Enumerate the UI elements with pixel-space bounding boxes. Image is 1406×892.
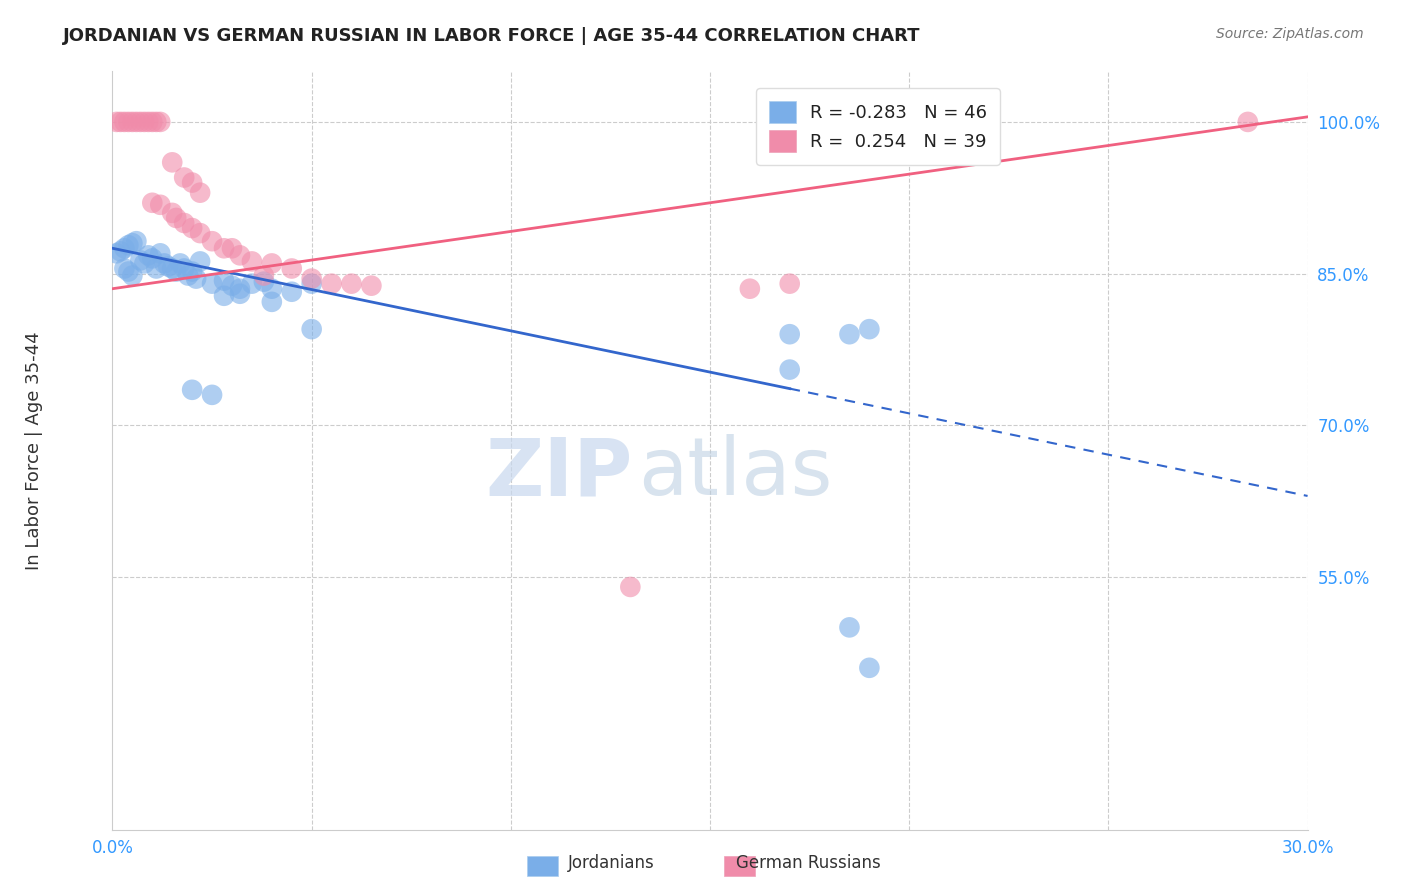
Point <box>173 216 195 230</box>
Point <box>301 277 323 291</box>
Point <box>121 236 143 251</box>
Point <box>162 261 183 276</box>
Point <box>186 271 208 285</box>
Point <box>738 282 761 296</box>
Point <box>301 322 323 336</box>
Point <box>858 661 880 675</box>
Point <box>838 620 860 634</box>
Text: atlas: atlas <box>638 434 832 512</box>
Point <box>240 277 263 291</box>
Point <box>134 115 156 129</box>
Point <box>149 115 172 129</box>
Point <box>188 254 211 268</box>
Text: JORDANIAN VS GERMAN RUSSIAN IN LABOR FORCE | AGE 35-44 CORRELATION CHART: JORDANIAN VS GERMAN RUSSIAN IN LABOR FOR… <box>63 27 921 45</box>
Point <box>229 248 252 262</box>
Point <box>125 115 148 129</box>
Point <box>858 322 880 336</box>
Point <box>619 580 641 594</box>
Point <box>181 264 204 278</box>
Point <box>165 211 187 225</box>
Point <box>114 115 135 129</box>
Point <box>181 221 204 235</box>
Point <box>212 289 235 303</box>
Point <box>181 383 204 397</box>
Point <box>212 274 235 288</box>
Bar <box>527 856 558 876</box>
Point <box>121 115 143 129</box>
Point <box>281 285 304 299</box>
Point <box>229 286 252 301</box>
Point <box>221 241 243 255</box>
Point <box>838 327 860 342</box>
Point <box>173 170 195 185</box>
Text: German Russians: German Russians <box>737 855 880 872</box>
Point <box>141 115 163 129</box>
Point <box>177 268 200 283</box>
Point <box>114 261 135 276</box>
Point <box>779 277 801 291</box>
Text: ZIP: ZIP <box>485 434 633 512</box>
Point <box>779 327 801 342</box>
Point <box>221 278 243 293</box>
Y-axis label: In Labor Force | Age 35-44: In Labor Force | Age 35-44 <box>25 331 44 570</box>
Point <box>165 264 187 278</box>
Point <box>173 261 195 276</box>
Text: Jordanians: Jordanians <box>568 855 655 872</box>
Point <box>1237 115 1260 129</box>
Point <box>121 268 143 283</box>
Point <box>149 198 172 212</box>
Point <box>201 388 224 402</box>
Point <box>125 234 148 248</box>
Point <box>134 256 156 270</box>
Point <box>162 206 183 220</box>
Point <box>105 246 128 260</box>
Point <box>321 277 343 291</box>
Point <box>145 261 167 276</box>
Point <box>141 252 163 266</box>
Point <box>162 155 183 169</box>
Point <box>260 256 283 270</box>
Point <box>260 282 283 296</box>
Point <box>105 115 128 129</box>
Point <box>138 248 160 262</box>
Bar <box>724 856 755 876</box>
Point <box>779 362 801 376</box>
Point <box>141 195 163 210</box>
Point <box>117 264 139 278</box>
Point <box>138 115 160 129</box>
Text: Source: ZipAtlas.com: Source: ZipAtlas.com <box>1216 27 1364 41</box>
Point <box>253 275 276 289</box>
Point <box>117 238 139 252</box>
Point <box>188 226 211 240</box>
Point <box>253 268 276 283</box>
Point <box>110 115 132 129</box>
Point <box>149 246 172 260</box>
Point <box>110 244 132 259</box>
Point <box>229 282 252 296</box>
Point <box>145 115 167 129</box>
Point <box>114 241 135 255</box>
Point <box>201 234 224 248</box>
Point <box>157 260 180 274</box>
Point <box>301 271 323 285</box>
Point <box>212 241 235 255</box>
Legend: R = -0.283   N = 46, R =  0.254   N = 39: R = -0.283 N = 46, R = 0.254 N = 39 <box>756 88 1000 164</box>
Point <box>188 186 211 200</box>
Point <box>129 253 152 268</box>
Point <box>153 256 176 270</box>
Point <box>340 277 363 291</box>
Point <box>360 278 382 293</box>
Point <box>129 115 152 129</box>
Point <box>169 256 191 270</box>
Point <box>281 261 304 276</box>
Point <box>240 254 263 268</box>
Point <box>181 176 204 190</box>
Point <box>201 277 224 291</box>
Point <box>117 115 139 129</box>
Point <box>260 294 283 309</box>
